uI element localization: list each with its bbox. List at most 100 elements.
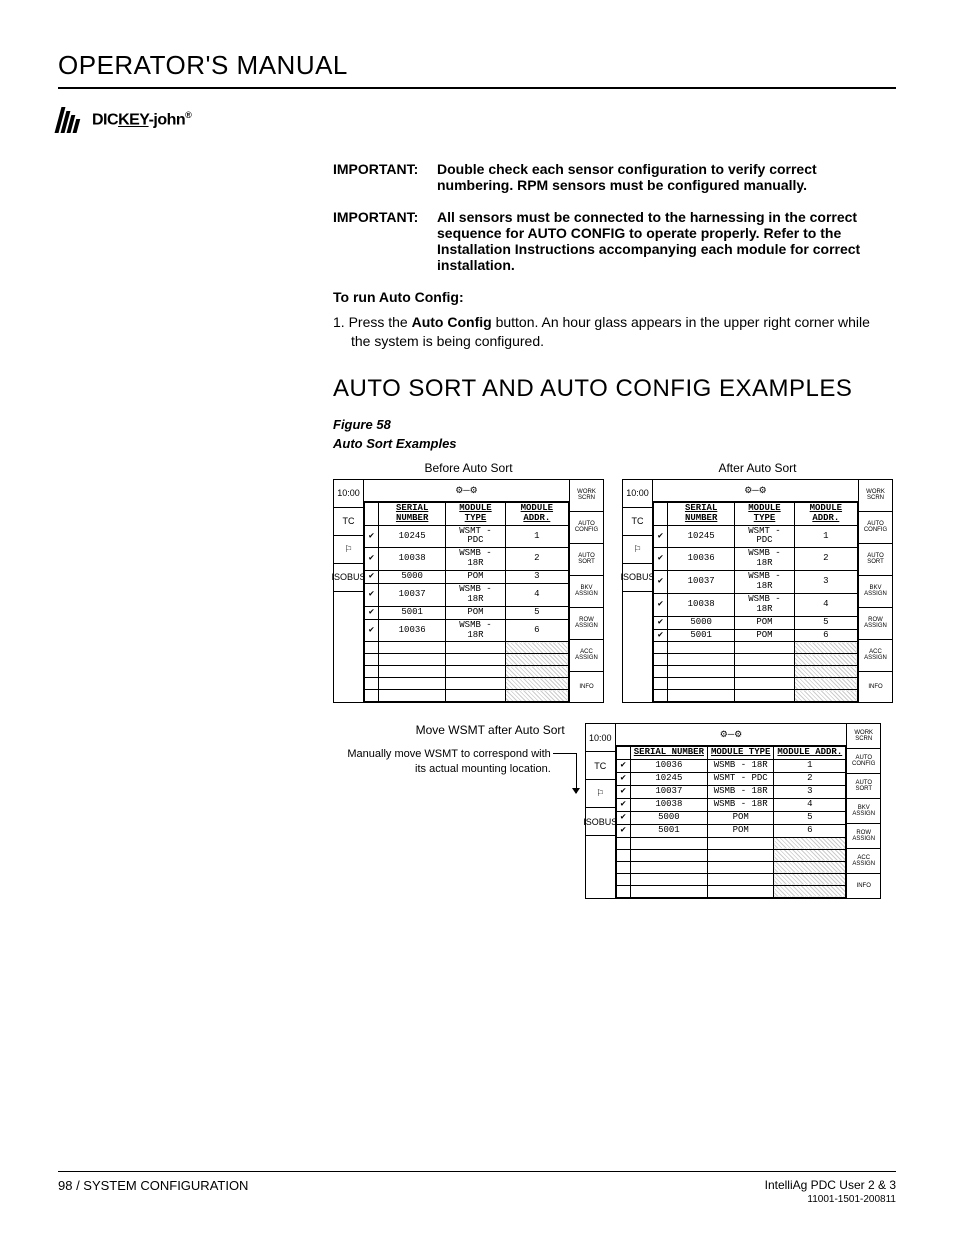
check-icon	[369, 589, 374, 599]
table-row: 10037WSMB - 18R4	[365, 584, 569, 607]
table-row	[654, 642, 858, 654]
table-row	[365, 666, 569, 678]
side-button[interactable]: INFO	[859, 672, 892, 703]
side-button[interactable]: BKV ASSIGN	[859, 576, 892, 608]
check-icon	[369, 625, 374, 635]
table-row: 10036WSMB - 18R2	[654, 548, 858, 571]
check-icon	[621, 760, 626, 770]
before-panel: 10:00TC⚐ISOBUS ⚙─⚙SERIAL NUMBERMODULE TYP…	[333, 479, 604, 704]
left-nav-icon: 10:00	[586, 724, 615, 752]
logo-icon	[55, 107, 88, 133]
left-nav-icon: TC	[334, 508, 363, 536]
side-button[interactable]: ACC ASSIGN	[570, 640, 603, 672]
table-row: 10038WSMB - 18R4	[654, 593, 858, 616]
check-icon	[658, 599, 663, 609]
table-row	[616, 885, 845, 897]
table-row	[616, 873, 845, 885]
table-row: 5001POM6	[654, 629, 858, 642]
after-title: After Auto Sort	[622, 461, 893, 475]
move-row: Move WSMT after Auto Sort Manually move …	[333, 723, 893, 898]
table-row: 5000POM5	[616, 811, 845, 824]
side-button[interactable]: ROW ASSIGN	[859, 608, 892, 640]
side-button[interactable]: ROW ASSIGN	[847, 824, 880, 849]
table-row: 5001POM5	[365, 606, 569, 619]
left-nav-icon: 10:00	[334, 480, 363, 508]
left-nav-icon: ⚐	[334, 536, 363, 564]
table-row	[654, 654, 858, 666]
table-row	[365, 678, 569, 690]
side-button[interactable]: AUTO CONFIG	[847, 749, 880, 774]
important-note-2: IMPORTANT: All sensors must be connected…	[333, 209, 893, 273]
table-row	[654, 690, 858, 702]
left-nav-icon: ISOBUS	[334, 564, 363, 592]
module-table: SERIAL NUMBERMODULE TYPEMODULE ADDR.1003…	[616, 746, 846, 897]
module-header-icon: ⚙─⚙	[364, 480, 569, 502]
table-row: 10036WSMB - 18R6	[365, 619, 569, 642]
figure-number: Figure 58	[333, 417, 893, 432]
module-table: SERIAL NUMBERMODULE TYPEMODULE ADDR.1024…	[364, 502, 569, 703]
figure-caption: Auto Sort Examples	[333, 436, 893, 451]
side-button[interactable]: ROW ASSIGN	[570, 608, 603, 640]
check-icon	[621, 799, 626, 809]
step-1: 1. Press the Auto Config button. An hour…	[351, 313, 893, 351]
check-icon	[621, 812, 626, 822]
left-nav-icon	[334, 592, 363, 703]
table-row	[654, 678, 858, 690]
side-button[interactable]: WORK SCRN	[570, 480, 603, 512]
left-nav-icon: ISOBUS	[586, 808, 615, 836]
check-icon	[621, 773, 626, 783]
logo-text: DICKEY-john®	[92, 110, 191, 129]
table-row: 5000POM3	[365, 571, 569, 584]
page-footer: 98 / SYSTEM CONFIGURATION IntelliAg PDC …	[58, 1171, 896, 1205]
side-button[interactable]: BKV ASSIGN	[570, 576, 603, 608]
side-button[interactable]: WORK SCRN	[847, 724, 880, 749]
table-row: 10245WSMT - PDC2	[616, 773, 845, 786]
left-nav-icon: ISOBUS	[623, 564, 652, 592]
page-header: OPERATOR'S MANUAL	[58, 50, 896, 81]
table-row: 10245WSMT - PDC1	[654, 525, 858, 548]
side-button[interactable]: ACC ASSIGN	[859, 640, 892, 672]
side-button[interactable]: AUTO CONFIG	[859, 512, 892, 544]
examples-row: Before Auto Sort 10:00TC⚐ISOBUS⚙─⚙SERIAL…	[333, 461, 893, 704]
table-row: 10245WSMT - PDC1	[365, 525, 569, 548]
side-button[interactable]: AUTO SORT	[859, 544, 892, 576]
header-rule	[58, 87, 896, 89]
check-icon	[369, 531, 374, 541]
section-heading: AUTO SORT AND AUTO CONFIG EXAMPLES	[333, 375, 893, 403]
check-icon	[621, 786, 626, 796]
side-button[interactable]: INFO	[570, 672, 603, 703]
footer-product: IntelliAg PDC User 2 & 3	[765, 1178, 896, 1192]
left-nav-icon: TC	[586, 752, 615, 780]
brand-logo: DICKEY-john®	[58, 107, 896, 133]
table-row	[365, 654, 569, 666]
side-button[interactable]: ACC ASSIGN	[847, 849, 880, 874]
check-icon	[621, 825, 626, 835]
table-row	[616, 849, 845, 861]
check-icon	[369, 607, 374, 617]
check-icon	[369, 571, 374, 581]
table-row	[365, 690, 569, 702]
table-row: 10036WSMB - 18R1	[616, 760, 845, 773]
left-nav-icon: ⚐	[586, 780, 615, 808]
table-row: 5001POM6	[616, 824, 845, 837]
side-button[interactable]: AUTO SORT	[570, 544, 603, 576]
side-button[interactable]: AUTO CONFIG	[570, 512, 603, 544]
important-note-1: IMPORTANT: Double check each sensor conf…	[333, 161, 893, 193]
side-button[interactable]: BKV ASSIGN	[847, 799, 880, 824]
left-nav-icon	[586, 836, 615, 897]
left-nav-icon	[623, 592, 652, 703]
check-icon	[658, 630, 663, 640]
table-row: 10037WSMB - 18R3	[654, 571, 858, 594]
footer-left: 98 / SYSTEM CONFIGURATION	[58, 1178, 248, 1193]
move-title: Move WSMT after Auto Sort	[345, 723, 575, 737]
left-nav-icon: ⚐	[623, 536, 652, 564]
check-icon	[369, 553, 374, 563]
table-row	[616, 861, 845, 873]
side-button[interactable]: AUTO SORT	[847, 774, 880, 799]
side-button[interactable]: INFO	[847, 874, 880, 898]
move-note: Manually move WSMT to correspond with it…	[345, 747, 575, 776]
check-icon	[658, 531, 663, 541]
module-header-icon: ⚙─⚙	[616, 724, 846, 746]
side-button[interactable]: WORK SCRN	[859, 480, 892, 512]
table-row: 10038WSMB - 18R2	[365, 548, 569, 571]
